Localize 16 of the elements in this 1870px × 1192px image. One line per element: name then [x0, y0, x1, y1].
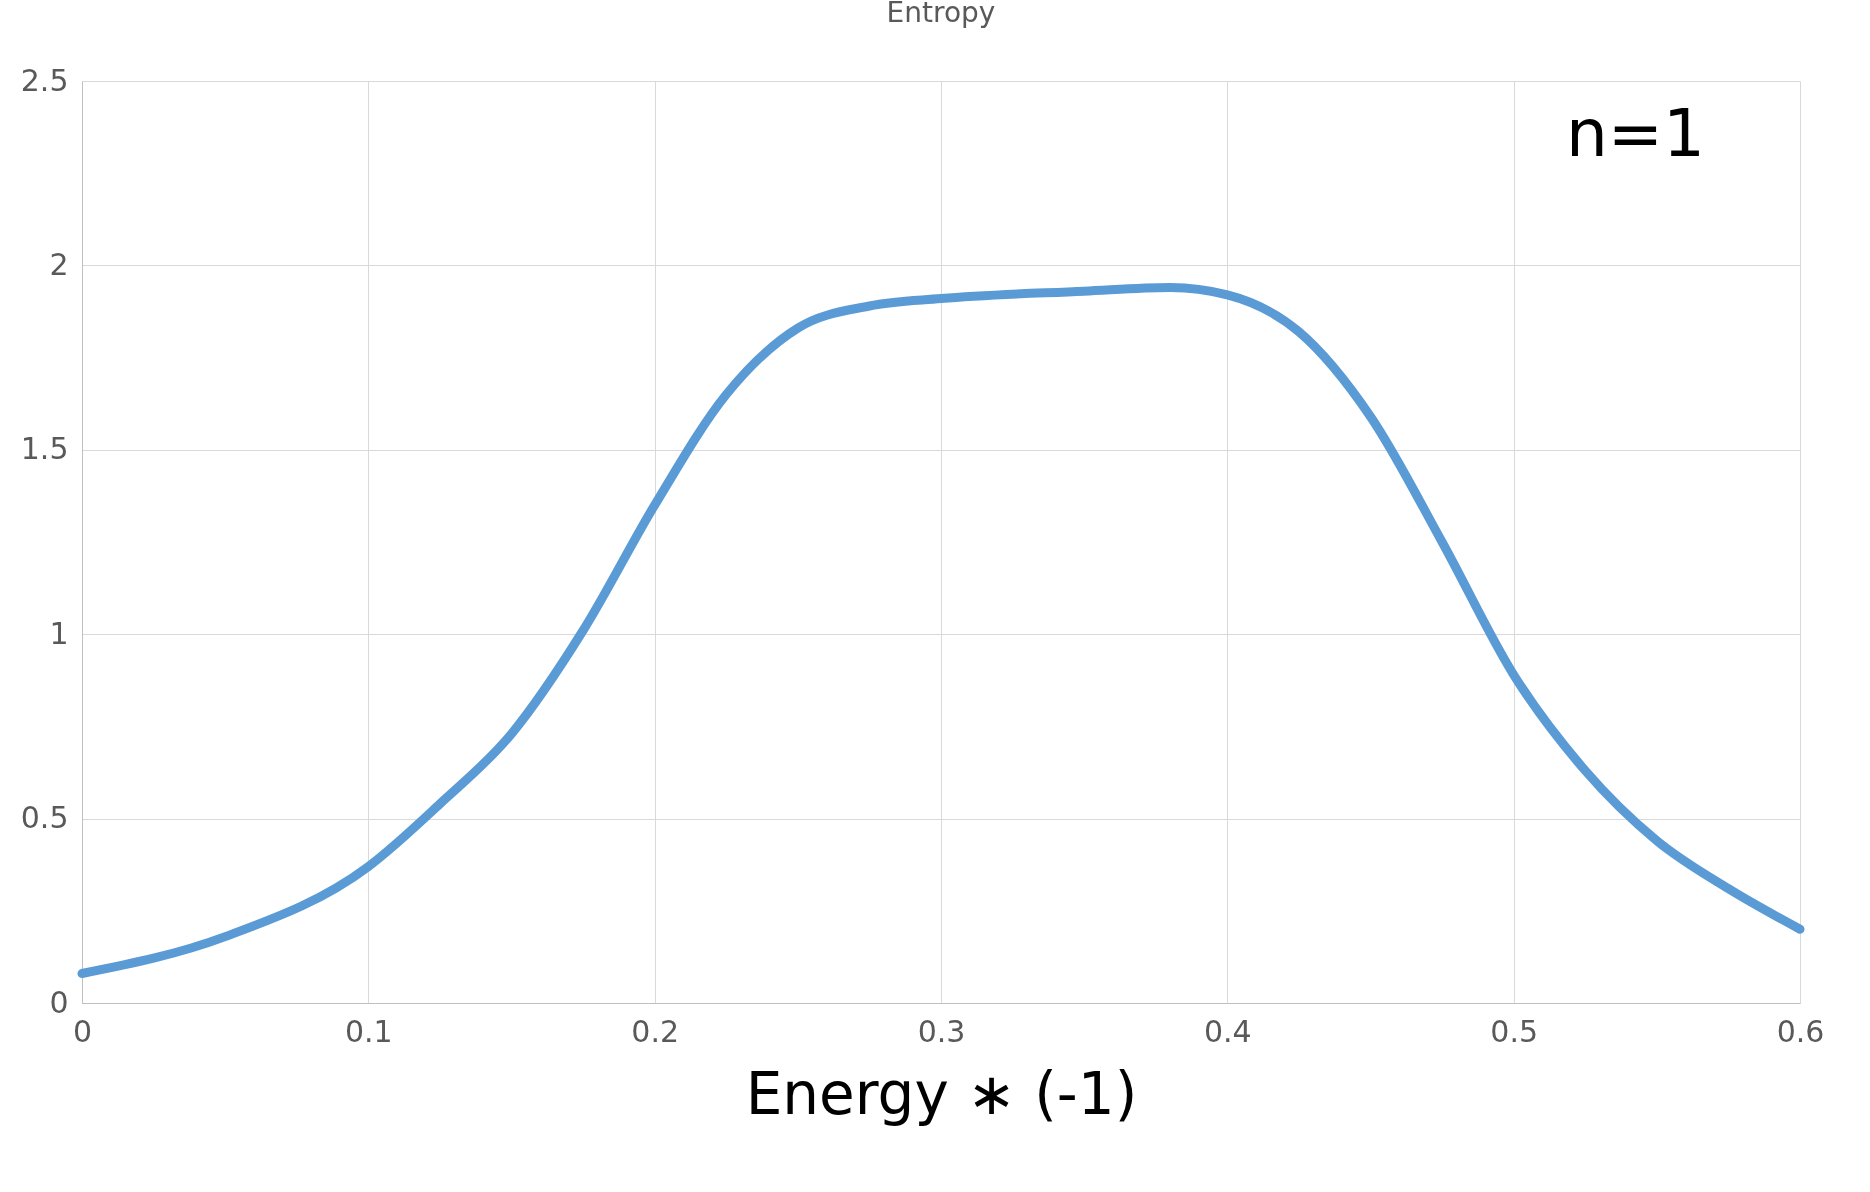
x-tick-label: 0: [72, 1013, 93, 1049]
x-tick-label: 0.5: [1490, 1013, 1539, 1049]
y-tick-label: 0.5: [20, 800, 69, 836]
y-tick-label: 0: [49, 984, 69, 1020]
x-tick-label: 0.1: [344, 1013, 393, 1049]
y-tick-label: 1.5: [20, 431, 69, 467]
x-tick-label: 0.3: [917, 1013, 966, 1049]
x-axis-title: Energy ∗ (-1): [745, 1059, 1138, 1128]
y-tick-label: 1: [49, 615, 69, 651]
x-tick-label: 0.6: [1776, 1013, 1825, 1049]
annotation: n=1: [1565, 95, 1705, 172]
chart-title: Entropy: [886, 0, 996, 29]
x-tick-label: 0.2: [631, 1013, 680, 1049]
y-tick-label: 2.5: [20, 62, 69, 98]
y-tick-label: 2: [49, 246, 69, 282]
x-tick-label: 0.4: [1203, 1013, 1252, 1049]
